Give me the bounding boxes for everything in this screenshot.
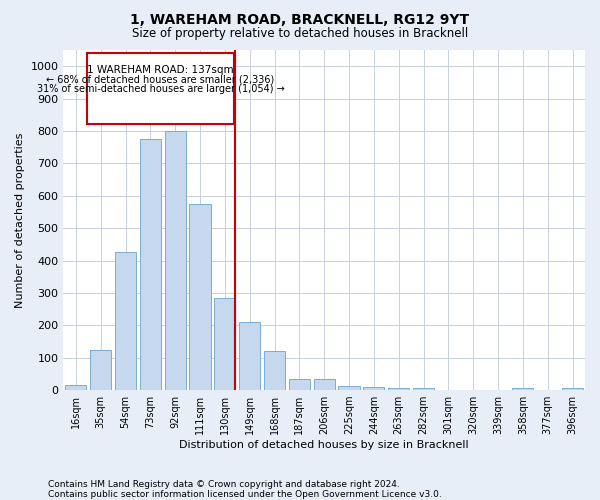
FancyBboxPatch shape [87, 53, 234, 125]
Bar [115, 252, 136, 390]
Bar [190, 204, 211, 390]
Bar [314, 378, 335, 390]
Bar [364, 388, 385, 390]
Bar [264, 351, 285, 390]
Bar [214, 298, 235, 390]
Text: 1 WAREHAM ROAD: 137sqm: 1 WAREHAM ROAD: 137sqm [87, 64, 234, 74]
Text: Contains public sector information licensed under the Open Government Licence v3: Contains public sector information licen… [48, 490, 442, 499]
Text: 31% of semi-detached houses are larger (1,054) →: 31% of semi-detached houses are larger (… [37, 84, 284, 94]
Text: ← 68% of detached houses are smaller (2,336): ← 68% of detached houses are smaller (2,… [46, 74, 275, 85]
X-axis label: Distribution of detached houses by size in Bracknell: Distribution of detached houses by size … [179, 440, 469, 450]
Bar [164, 131, 186, 390]
Bar [140, 139, 161, 390]
Bar [338, 386, 359, 390]
Bar [388, 388, 409, 390]
Bar [562, 388, 583, 390]
Text: Size of property relative to detached houses in Bracknell: Size of property relative to detached ho… [132, 28, 468, 40]
Bar [413, 388, 434, 390]
Bar [90, 350, 111, 390]
Text: Contains HM Land Registry data © Crown copyright and database right 2024.: Contains HM Land Registry data © Crown c… [48, 480, 400, 489]
Text: 1, WAREHAM ROAD, BRACKNELL, RG12 9YT: 1, WAREHAM ROAD, BRACKNELL, RG12 9YT [130, 12, 470, 26]
Bar [289, 378, 310, 390]
Bar [65, 385, 86, 390]
Bar [239, 322, 260, 390]
Y-axis label: Number of detached properties: Number of detached properties [15, 132, 25, 308]
Bar [512, 388, 533, 390]
